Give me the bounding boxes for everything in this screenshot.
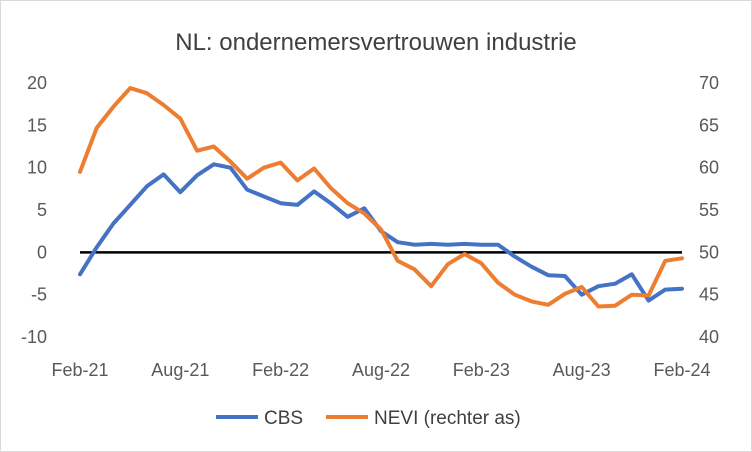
series-line-nevi <box>78 86 684 309</box>
x-tick-label: Aug-21 <box>151 360 209 380</box>
y-left-tick-label: 5 <box>37 200 47 220</box>
y-axis-left: -10 -5 0 5 10 15 20 <box>21 73 47 347</box>
y-right-tick-label: 60 <box>699 158 719 178</box>
legend-item-cbs: CBS <box>216 408 303 429</box>
y-right-tick-label: 70 <box>699 73 719 93</box>
y-right-tick-label: 40 <box>699 327 719 347</box>
y-left-tick-label: 15 <box>27 115 47 135</box>
x-axis: Feb-21 Aug-21 Feb-22 Aug-22 Feb-23 Aug-23 Feb-… <box>51 360 710 380</box>
y-right-tick-label: 45 <box>699 285 719 305</box>
chart-title: NL: ondernemersvertrouwen industrie <box>175 29 577 56</box>
y-left-tick-label: -5 <box>31 285 47 305</box>
x-tick-label: Feb-24 <box>653 360 710 380</box>
y-left-tick-label: 0 <box>37 242 47 262</box>
y-axis-right: 40 45 50 55 60 65 70 <box>699 73 719 347</box>
y-left-tick-label: 10 <box>27 158 47 178</box>
x-tick-label: Aug-23 <box>553 360 611 380</box>
series-lines <box>78 86 684 309</box>
y-right-tick-label: 55 <box>699 200 719 220</box>
y-left-tick-label: -10 <box>21 327 47 347</box>
legend-label-nevi: NEVI (rechter as) <box>374 408 521 429</box>
legend-label-cbs: CBS <box>264 408 303 429</box>
legend-item-nevi: NEVI (rechter as) <box>326 408 521 429</box>
x-tick-label: Feb-22 <box>252 360 309 380</box>
x-tick-label: Feb-23 <box>453 360 510 380</box>
y-left-tick-label: 20 <box>27 73 47 93</box>
x-tick-label: Feb-21 <box>51 360 108 380</box>
x-tick-label: Aug-22 <box>352 360 410 380</box>
y-right-tick-label: 50 <box>699 242 719 262</box>
legend: CBS NEVI (rechter as) <box>216 408 521 429</box>
y-right-tick-label: 65 <box>699 115 719 135</box>
